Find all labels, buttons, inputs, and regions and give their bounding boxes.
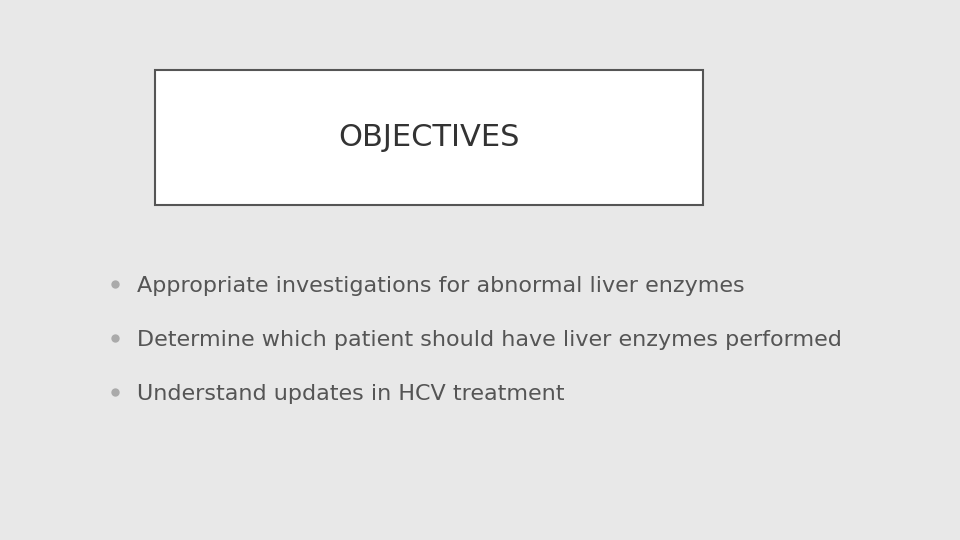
- FancyBboxPatch shape: [155, 70, 703, 205]
- Text: Determine which patient should have liver enzymes performed: Determine which patient should have live…: [137, 330, 842, 350]
- Text: OBJECTIVES: OBJECTIVES: [338, 123, 519, 152]
- Text: Understand updates in HCV treatment: Understand updates in HCV treatment: [137, 384, 564, 404]
- Text: Appropriate investigations for abnormal liver enzymes: Appropriate investigations for abnormal …: [137, 276, 745, 296]
